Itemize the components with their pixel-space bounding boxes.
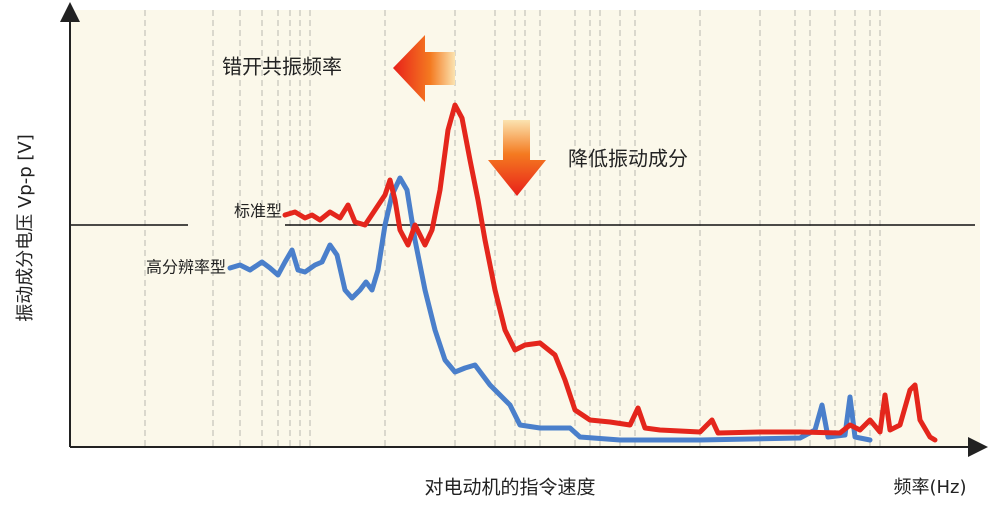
reduce-arrow	[488, 120, 546, 196]
standard-curve	[282, 102, 938, 443]
legend-label: 高分辨率型	[146, 258, 226, 277]
shift-arrow	[393, 35, 455, 102]
annotation: 错开共振频率	[222, 55, 342, 79]
annotation: 降低振动成分	[568, 147, 688, 171]
high-resolution-curve	[227, 175, 873, 443]
legend-label: 标准型	[234, 202, 282, 221]
x-axis-label: 对电动机的指令速度	[424, 477, 595, 499]
x-axis-unit: 频率(Hz)	[893, 477, 966, 498]
y-axis-label: 振动成分电压 Vp-p [V]	[15, 134, 36, 321]
